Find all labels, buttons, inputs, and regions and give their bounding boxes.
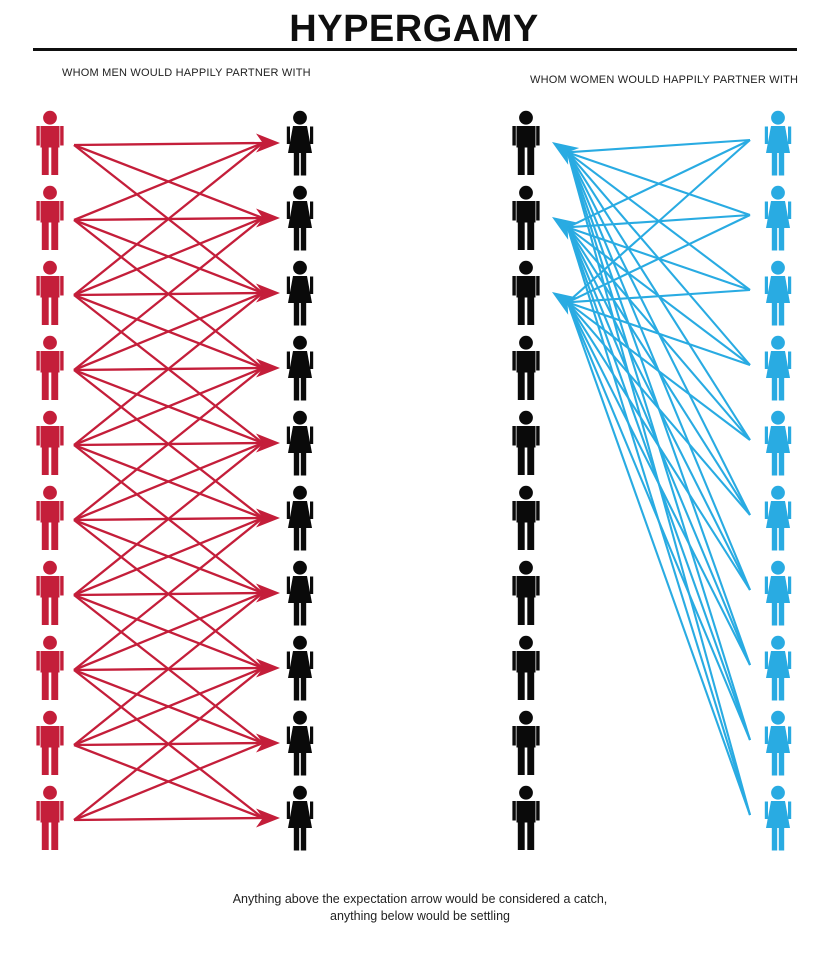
arrowhead-icon <box>256 208 280 228</box>
woman-figure-icon <box>286 185 314 251</box>
preference-arrow-line <box>566 151 751 366</box>
arrowhead-icon <box>256 658 280 678</box>
man-figure-icon <box>36 110 64 175</box>
preference-arrow-line <box>73 366 264 447</box>
woman-figure-icon <box>764 785 792 851</box>
arrowhead-icon <box>256 808 280 828</box>
man-figure-icon <box>36 260 64 325</box>
caption-line-2: anything below would be settling <box>330 909 510 923</box>
left-panel-subtitle: WHOM MEN WOULD HAPPILY PARTNER WITH <box>62 67 311 79</box>
arrowhead-icon <box>256 133 280 153</box>
preference-arrow-line <box>566 151 751 666</box>
man-figure-icon <box>512 335 540 400</box>
preference-arrow-line <box>567 151 751 216</box>
woman-figure-icon <box>286 710 314 776</box>
preference-arrow-line <box>73 142 264 296</box>
woman-figure-icon <box>286 485 314 551</box>
man-figure-icon <box>36 185 64 250</box>
arrowhead-icon <box>552 217 580 240</box>
arrowhead-icon <box>256 583 280 603</box>
preference-arrow-line <box>73 516 264 597</box>
preference-arrow-line <box>73 741 264 822</box>
left-panel-arrows <box>73 133 280 828</box>
woman-figure-icon <box>764 410 792 476</box>
preference-arrow-line <box>566 151 751 591</box>
woman-figure-icon <box>286 635 314 701</box>
preference-arrow-line <box>566 151 751 291</box>
man-figure-icon <box>36 635 64 700</box>
man-figure-icon <box>512 560 540 625</box>
man-figure-icon <box>512 485 540 550</box>
preference-arrow-line <box>566 151 751 441</box>
man-figure-icon <box>512 185 540 250</box>
woman-figure-icon <box>286 785 314 851</box>
man-figure-icon <box>512 635 540 700</box>
woman-figure-icon <box>764 110 792 176</box>
woman-figure-icon <box>286 335 314 401</box>
preference-arrow-line <box>567 138 751 154</box>
preference-arrow-line <box>73 141 264 222</box>
arrowhead-icon <box>256 508 280 528</box>
woman-figure-icon <box>764 335 792 401</box>
right-panel-subtitle: WHOM WOMEN WOULD HAPPILY PARTNER WITH <box>530 74 799 86</box>
woman-figure-icon <box>764 635 792 701</box>
man-figure-icon <box>512 410 540 475</box>
man-figure-icon <box>36 560 64 625</box>
arrowhead-icon <box>256 358 280 378</box>
arrowhead-icon <box>552 142 580 165</box>
arrowhead-icon <box>256 283 280 303</box>
man-figure-icon <box>512 110 540 175</box>
woman-figure-icon <box>764 485 792 551</box>
preference-arrow-line <box>73 216 264 297</box>
preference-arrow-line <box>566 152 752 741</box>
caption-line-1: Anything above the expectation arrow wou… <box>232 892 608 906</box>
preference-arrow-line <box>73 441 264 522</box>
caption: Anything above the expectation arrow wou… <box>0 891 828 925</box>
preference-arrow-line <box>566 301 751 816</box>
man-figure-icon <box>36 785 64 850</box>
woman-figure-icon <box>764 260 792 326</box>
woman-figure-icon <box>286 110 314 176</box>
woman-figure-icon <box>286 260 314 326</box>
preference-arrow-line <box>73 517 264 671</box>
man-figure-icon <box>512 260 540 325</box>
preference-arrow-line <box>73 367 264 521</box>
man-figure-icon <box>36 710 64 775</box>
man-figure-icon <box>512 710 540 775</box>
page-title: HYPERGAMY <box>289 8 539 50</box>
woman-figure-icon <box>764 185 792 251</box>
woman-figure-icon <box>764 560 792 626</box>
preference-arrow-line <box>73 591 264 672</box>
preference-arrow-line <box>73 666 264 747</box>
preference-arrow-line <box>73 217 264 371</box>
woman-figure-icon <box>286 560 314 626</box>
title-underline <box>33 48 797 51</box>
arrowhead-icon <box>256 733 280 753</box>
preference-arrow-line <box>73 442 264 596</box>
preference-arrow-line <box>73 667 264 821</box>
preference-arrow-line <box>73 291 264 372</box>
man-figure-icon <box>36 485 64 550</box>
preference-arrow-line <box>566 152 752 816</box>
preference-arrow-line <box>73 141 263 147</box>
preference-arrow-line <box>73 816 263 822</box>
woman-figure-icon <box>764 710 792 776</box>
preference-arrow-line <box>73 292 264 446</box>
man-figure-icon <box>36 335 64 400</box>
preference-arrow-line <box>73 592 264 746</box>
woman-figure-icon <box>286 410 314 476</box>
preference-arrow-line <box>566 151 751 516</box>
arrowhead-icon <box>256 433 280 453</box>
right-panel-arrows <box>552 138 752 816</box>
man-figure-icon <box>36 410 64 475</box>
preference-arrow-line <box>566 227 752 816</box>
man-figure-icon <box>512 785 540 850</box>
